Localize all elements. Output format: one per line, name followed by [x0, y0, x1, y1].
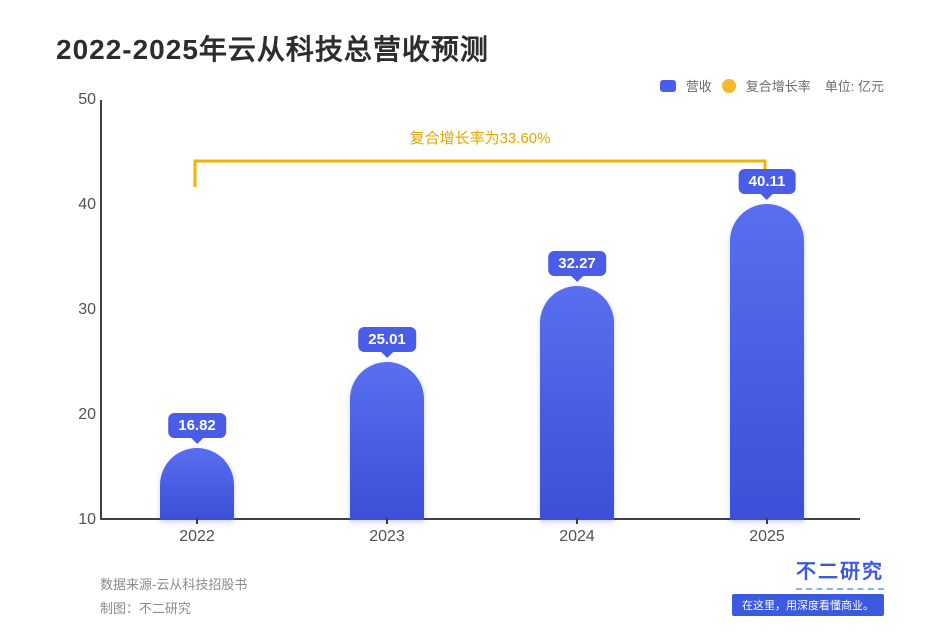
chart-area: 1020304050 复合增长率为33.60% 16.8225.0132.274… [100, 100, 860, 520]
bar: 16.82 [160, 448, 234, 520]
page: 2022-2025年云从科技总营收预测 营收 复合增长率 单位: 亿元 10 20… [0, 0, 940, 644]
legend: 营收 复合增长率 单位: 亿元 [660, 76, 884, 95]
bar: 25.01 [350, 362, 424, 520]
value-label: 16.82 [168, 413, 226, 438]
x-label: 2025 [672, 528, 862, 546]
bars-container: 16.82 25.01 32.27 40.11 [102, 100, 862, 520]
value-label: 25.01 [358, 327, 416, 352]
chart-credit: 制图：不二研究 [100, 597, 247, 622]
chart-title: 2022-2025年云从科技总营收预测 [56, 28, 884, 68]
y-tick: 20 [56, 406, 96, 424]
x-tick-mark [766, 518, 768, 524]
bar-slot: 40.11 [672, 100, 862, 520]
legend-swatch-cagr [722, 79, 736, 93]
legend-label-cagr: 复合增长率 [746, 76, 811, 95]
footer-credits: 数据来源-云从科技招股书 制图：不二研究 [100, 573, 247, 622]
x-label: 2023 [292, 528, 482, 546]
legend-unit: 单位: 亿元 [825, 76, 884, 95]
brand-tagline: 在这里，用深度看懂商业。 [732, 594, 884, 616]
x-tick-mark [196, 518, 198, 524]
bar-slot: 32.27 [482, 100, 672, 520]
bar-slot: 16.82 [102, 100, 292, 520]
x-label: 2022 [102, 528, 292, 546]
legend-swatch-revenue [660, 80, 676, 92]
brand-name: 不二研究 [796, 555, 884, 590]
plot: 16.8225.0132.2740.11 2022202320242025 [100, 100, 860, 520]
value-label: 32.27 [548, 251, 606, 276]
y-tick: 50 [56, 91, 96, 109]
data-source: 数据来源-云从科技招股书 [100, 573, 247, 598]
brand-block: 不二研究 在这里，用深度看懂商业。 [732, 555, 884, 616]
bar: 32.27 [540, 286, 614, 520]
x-label: 2024 [482, 528, 672, 546]
y-tick: 10 [56, 511, 96, 529]
x-tick-mark [576, 518, 578, 524]
x-axis-labels: 2022202320242025 [102, 528, 862, 546]
y-tick: 40 [56, 196, 96, 214]
legend-label-revenue: 营收 [686, 76, 712, 95]
value-label: 40.11 [739, 169, 796, 194]
x-tick-mark [386, 518, 388, 524]
y-tick: 30 [56, 301, 96, 319]
bar-slot: 25.01 [292, 100, 482, 520]
bar: 40.11 [730, 204, 804, 520]
